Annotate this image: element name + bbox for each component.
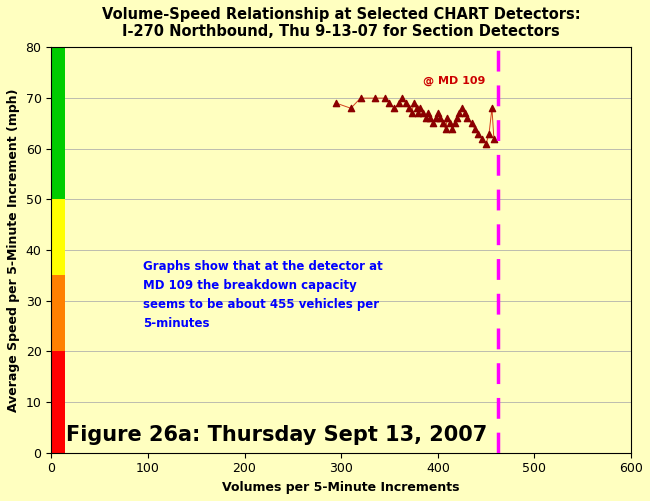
Text: @ MD 109: @ MD 109 [423,75,486,86]
Point [487,104,497,112]
Point [380,94,390,102]
Point [445,119,456,127]
Point [450,119,460,127]
Point [452,114,462,122]
Point [433,109,443,117]
X-axis label: Volumes per 5-Minute Increments: Volumes per 5-Minute Increments [222,481,460,494]
Point [440,125,450,133]
Point [397,94,408,102]
Point [425,114,436,122]
Point [442,114,452,122]
Text: Graphs show that at the detector at
MD 109 the breakdown capacity
seems to be ab: Graphs show that at the detector at MD 1… [143,260,383,330]
Point [473,130,484,138]
Y-axis label: Average Speed per 5-Minute Increment (mph): Average Speed per 5-Minute Increment (mp… [7,88,20,412]
Point [477,135,488,143]
Point [428,119,438,127]
Point [462,114,472,122]
Point [484,130,494,138]
Point [389,104,400,112]
Point [413,109,424,117]
Point [411,104,422,112]
Point [394,99,404,107]
Point [404,104,414,112]
Text: Figure 26a: Thursday Sept 13, 2007: Figure 26a: Thursday Sept 13, 2007 [66,425,487,445]
Point [418,109,428,117]
Point [401,99,411,107]
Bar [51,199,65,276]
Point [489,135,499,143]
Point [431,114,441,122]
Bar [51,276,65,351]
Point [423,109,434,117]
Point [421,114,432,122]
Point [331,99,341,107]
Point [415,104,426,112]
Bar [51,48,65,199]
Point [384,99,395,107]
Point [356,94,366,102]
Point [454,109,464,117]
Point [460,109,470,117]
Point [346,104,356,112]
Point [447,125,458,133]
Point [435,114,445,122]
Point [370,94,380,102]
Point [467,119,477,127]
Point [406,109,417,117]
Point [481,140,491,148]
Bar [51,351,65,453]
Point [457,104,467,112]
Point [408,99,419,107]
Title: Volume-Speed Relationship at Selected CHART Detectors:
I-270 Northbound, Thu 9-1: Volume-Speed Relationship at Selected CH… [102,7,580,40]
Point [437,119,448,127]
Point [469,125,480,133]
